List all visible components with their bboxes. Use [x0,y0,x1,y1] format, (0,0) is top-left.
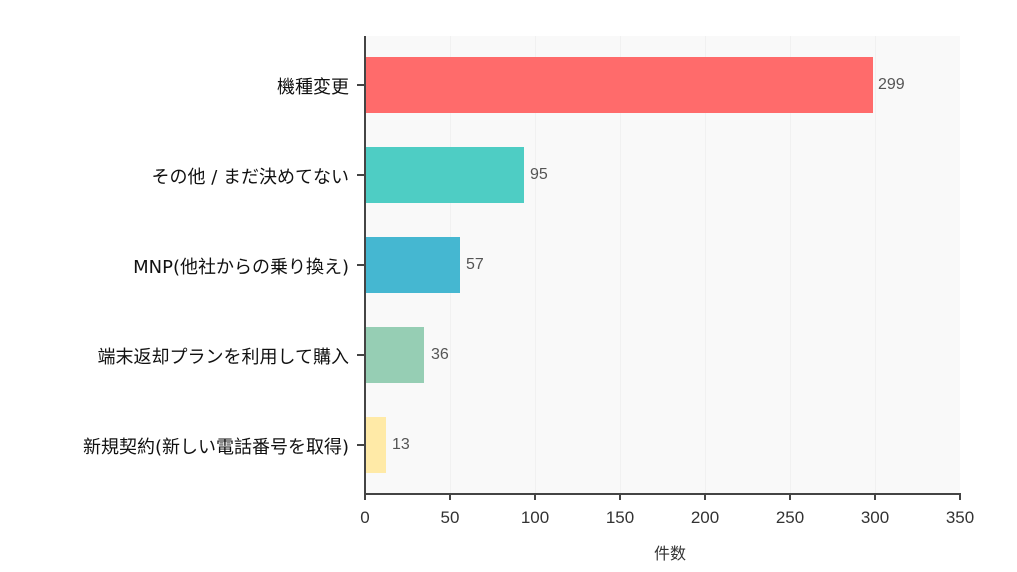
x-tick-label: 150 [605,508,635,527]
bar-value-label: 57 [466,256,484,273]
x-axis-title: 件数 [653,544,686,563]
x-tick [704,494,706,500]
y-axis [364,36,366,494]
x-tick-label: 100 [520,508,550,527]
category-label: MNP(他社からの乗り換え) [133,257,349,278]
x-tick-label: 50 [440,508,460,527]
y-tick [357,354,364,356]
x-tick-label: 250 [775,508,805,527]
x-tick [874,494,876,500]
x-tick [959,494,961,500]
x-tick-label: 350 [945,508,975,527]
x-tick [619,494,621,500]
bar-2 [366,237,460,293]
gridline [705,36,706,493]
bar-value-label: 36 [431,346,449,363]
x-tick [364,494,366,500]
bar-1 [366,147,524,203]
bar-value-label: 13 [392,436,410,453]
x-tick [449,494,451,500]
x-tick-label: 200 [690,508,720,527]
y-tick [357,444,364,446]
bar-value-label: 95 [530,166,548,183]
gridline [535,36,536,493]
bar-3 [366,327,424,383]
x-tick [789,494,791,500]
category-label: 端末返却プランを利用して購入 [97,347,349,368]
x-tick [534,494,536,500]
y-tick [357,84,364,86]
x-axis [364,493,961,495]
y-tick [357,264,364,266]
gridline [620,36,621,493]
x-tick-label: 300 [860,508,890,527]
gridline [790,36,791,493]
category-label: その他 / まだ決めてない [151,167,349,188]
y-tick [357,174,364,176]
bar-4 [366,417,386,473]
bar-value-label: 299 [878,76,905,93]
bar-0 [366,57,873,113]
category-label: 機種変更 [277,77,349,98]
x-tick-label: 0 [360,508,370,527]
gridline [875,36,876,493]
category-label: 新規契約(新しい電話番号を取得) [82,437,349,458]
